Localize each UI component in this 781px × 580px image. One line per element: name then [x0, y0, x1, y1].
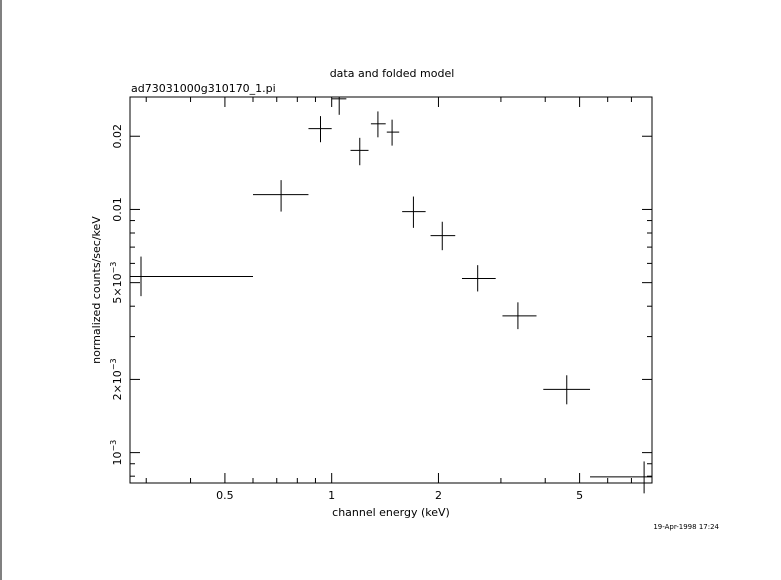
y-tick-label-base: 2×10 [111, 370, 124, 400]
data-point [402, 196, 426, 228]
x-axis-label: channel energy (keV) [332, 506, 450, 519]
y-tick-label-exponent: −3 [109, 440, 118, 452]
y-tick-label: 0.01 [111, 197, 124, 222]
y-axis-ticks [130, 135, 652, 477]
plot-frame [129, 96, 653, 484]
x-tick-label: 0.5 [216, 489, 234, 502]
data-point [253, 180, 309, 212]
data-point [461, 265, 496, 292]
x-tick-label: 2 [435, 489, 442, 502]
y-tick-label: 10−3 [109, 440, 124, 466]
y-tick-label-exponent: −3 [109, 358, 118, 370]
x-axis-tick-labels: 0.5 1 2 5 [216, 489, 583, 502]
y-tick-label-exponent: −3 [109, 262, 118, 274]
data-point [543, 375, 591, 405]
y-tick-label-group: 0.02 [111, 124, 124, 149]
chart-subtitle: ad73031000g310170_1.pi [131, 82, 276, 95]
data-point [350, 137, 369, 166]
data-point [590, 461, 652, 494]
y-tick-label-group: 10−3 [109, 440, 124, 466]
data-point [130, 256, 254, 297]
y-tick-label-group: 2×10−3 [109, 358, 124, 400]
y-tick-label-base: 0.02 [111, 124, 124, 149]
timestamp: 19-Apr-1998 17:24 [653, 523, 719, 531]
y-axis-tick-labels: 10−32×10−35×10−30.010.02 [109, 124, 124, 466]
y-tick-label: 2×10−3 [109, 358, 124, 400]
data-point [331, 97, 347, 115]
y-tick-label-base: 5×10 [111, 273, 124, 303]
x-tick-label: 1 [328, 489, 335, 502]
data-points [130, 97, 652, 494]
data-point [386, 119, 400, 146]
x-axis-ticks [145, 97, 653, 483]
data-point [502, 302, 537, 330]
y-tick-label-group: 5×10−3 [109, 262, 124, 304]
y-axis-label: normalized counts/sec/keV [90, 216, 103, 364]
data-point [370, 111, 386, 138]
y-tick-label-base: 0.01 [111, 197, 124, 222]
y-tick-label-base: 10 [111, 452, 124, 466]
x-tick-label: 5 [576, 489, 583, 502]
y-tick-label: 0.02 [111, 124, 124, 149]
chart-title: data and folded model [330, 67, 455, 80]
y-tick-label: 5×10−3 [109, 262, 124, 304]
data-point [430, 221, 456, 251]
data-point [308, 116, 332, 143]
y-tick-label-group: 0.01 [111, 197, 124, 222]
